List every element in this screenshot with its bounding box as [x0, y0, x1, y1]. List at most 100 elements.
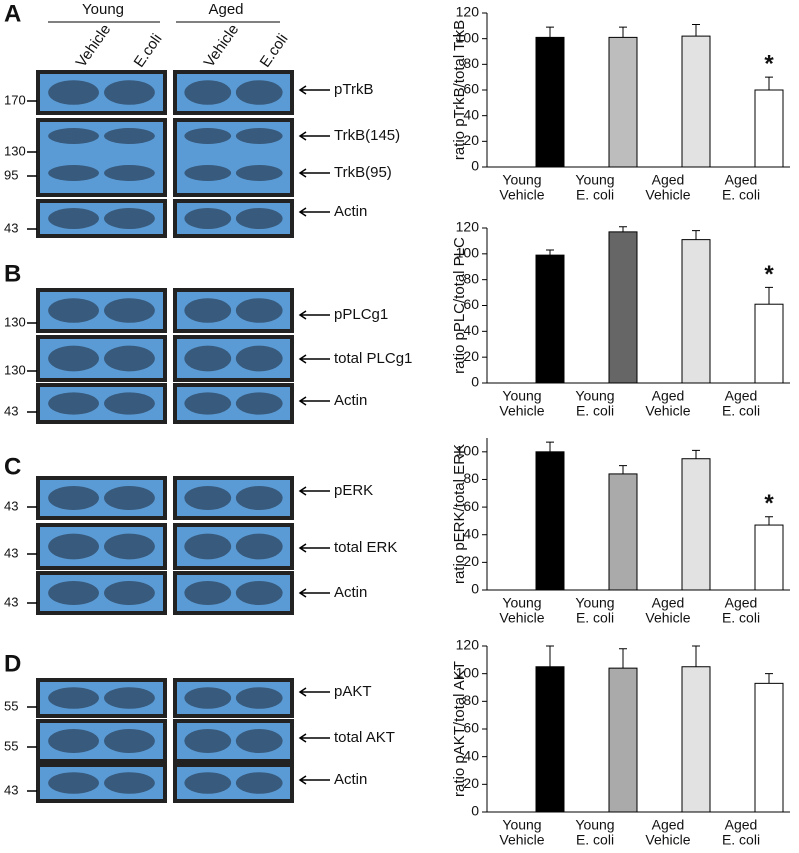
y-tick-label: 80 — [463, 270, 479, 286]
x-tick-label: Aged — [652, 388, 685, 404]
x-tick-label: E. coli — [722, 403, 760, 419]
y-tick-label: 0 — [471, 374, 479, 390]
blot-label: Actin — [334, 203, 367, 220]
blot-band — [48, 208, 99, 229]
bar — [681, 666, 711, 813]
blot-band — [184, 533, 232, 560]
y-tick-label: 80 — [463, 55, 479, 71]
y-axis-label: ratio pTrkB/total TrkB — [451, 20, 468, 160]
y-tick-label: 120 — [456, 4, 480, 20]
y-tick-label: 0 — [471, 158, 479, 174]
annotation: * — [764, 261, 774, 288]
x-tick-label: Aged — [725, 172, 758, 188]
arrow — [298, 543, 330, 553]
arrow — [298, 85, 330, 95]
x-tick-label: Vehicle — [645, 610, 690, 626]
blot-label: TrkB(95) — [334, 164, 392, 181]
group-label: Aged — [208, 1, 243, 18]
blot-band — [184, 80, 232, 105]
error-bar — [692, 230, 700, 240]
mw-marker: 55 — [4, 738, 18, 753]
y-tick-label: 40 — [463, 525, 479, 541]
bar — [535, 666, 565, 813]
x-tick-label: Vehicle — [499, 403, 544, 419]
x-tick-label: Vehicle — [499, 610, 544, 626]
y-tick-label: 20 — [463, 132, 479, 148]
blot-band — [104, 80, 155, 105]
mw-marker: 170 — [4, 92, 26, 107]
error-bar — [619, 465, 627, 474]
x-tick-label: E. coli — [722, 610, 760, 626]
blot-band — [235, 298, 283, 323]
x-tick-label: Young — [575, 172, 614, 188]
blot-band — [184, 581, 232, 605]
x-tick-label: Young — [575, 595, 614, 611]
blot-band — [235, 165, 283, 181]
blot-band — [184, 298, 232, 323]
blot-band — [104, 729, 155, 753]
blot-band — [184, 729, 232, 753]
blot-band — [235, 772, 283, 794]
blot-label: pAKT — [334, 683, 372, 700]
blot-band — [184, 128, 232, 144]
error-bar — [692, 24, 700, 37]
mw-marker: 43 — [4, 403, 18, 418]
blot-band — [184, 772, 232, 794]
group-label: Young — [82, 1, 124, 18]
arrow — [298, 733, 330, 743]
y-tick-label: 100 — [456, 664, 480, 680]
blot-band — [104, 345, 155, 372]
blot-band — [104, 687, 155, 709]
blot-label: total AKT — [334, 729, 395, 746]
y-tick-label: 20 — [463, 775, 479, 791]
blot-band — [235, 392, 283, 415]
blot-band — [235, 128, 283, 144]
panel-letter: B — [4, 260, 21, 287]
blot-band — [48, 298, 99, 323]
error-bar — [692, 645, 700, 667]
x-tick-label: Young — [502, 172, 541, 188]
lane-label: Vehicle — [73, 21, 115, 70]
blot-band — [235, 533, 283, 560]
mw-marker: 130 — [4, 362, 26, 377]
blot-band — [184, 486, 232, 510]
blot-band — [235, 345, 283, 372]
y-tick-label: 20 — [463, 348, 479, 364]
blot-band — [104, 772, 155, 794]
blot-label: total ERK — [334, 539, 397, 556]
x-tick-label: Aged — [652, 595, 685, 611]
panel-letter: A — [4, 0, 21, 27]
x-tick-label: Vehicle — [499, 187, 544, 203]
y-tick-label: 0 — [471, 803, 479, 819]
x-tick-label: E. coli — [576, 610, 614, 626]
blot-band — [235, 208, 283, 229]
bar — [535, 36, 565, 168]
arrow — [298, 396, 330, 406]
blot-band — [48, 729, 99, 753]
y-tick-label: 20 — [463, 553, 479, 569]
y-tick-label: 60 — [463, 296, 479, 312]
blot-label: pPLCg1 — [334, 306, 388, 323]
blot-band — [104, 392, 155, 415]
error-bar — [546, 249, 554, 256]
mw-marker: 43 — [4, 782, 18, 797]
x-tick-label: Young — [502, 388, 541, 404]
y-tick-label: 100 — [456, 245, 480, 261]
arrow — [298, 354, 330, 364]
blot-band — [184, 165, 232, 181]
blot-band — [235, 687, 283, 709]
x-tick-label: Aged — [725, 595, 758, 611]
x-tick-label: E. coli — [722, 832, 760, 848]
blot-band — [104, 128, 155, 144]
blot-label: TrkB(145) — [334, 127, 400, 144]
y-tick-label: 80 — [463, 470, 479, 486]
bar — [754, 303, 784, 384]
x-tick-label: Young — [502, 595, 541, 611]
bar — [535, 451, 565, 591]
arrow — [298, 207, 330, 217]
annotation: * — [764, 490, 774, 517]
blot-label: Actin — [334, 584, 367, 601]
y-tick-label: 0 — [471, 581, 479, 597]
error-bar — [692, 449, 700, 459]
mw-marker: 43 — [4, 545, 18, 560]
